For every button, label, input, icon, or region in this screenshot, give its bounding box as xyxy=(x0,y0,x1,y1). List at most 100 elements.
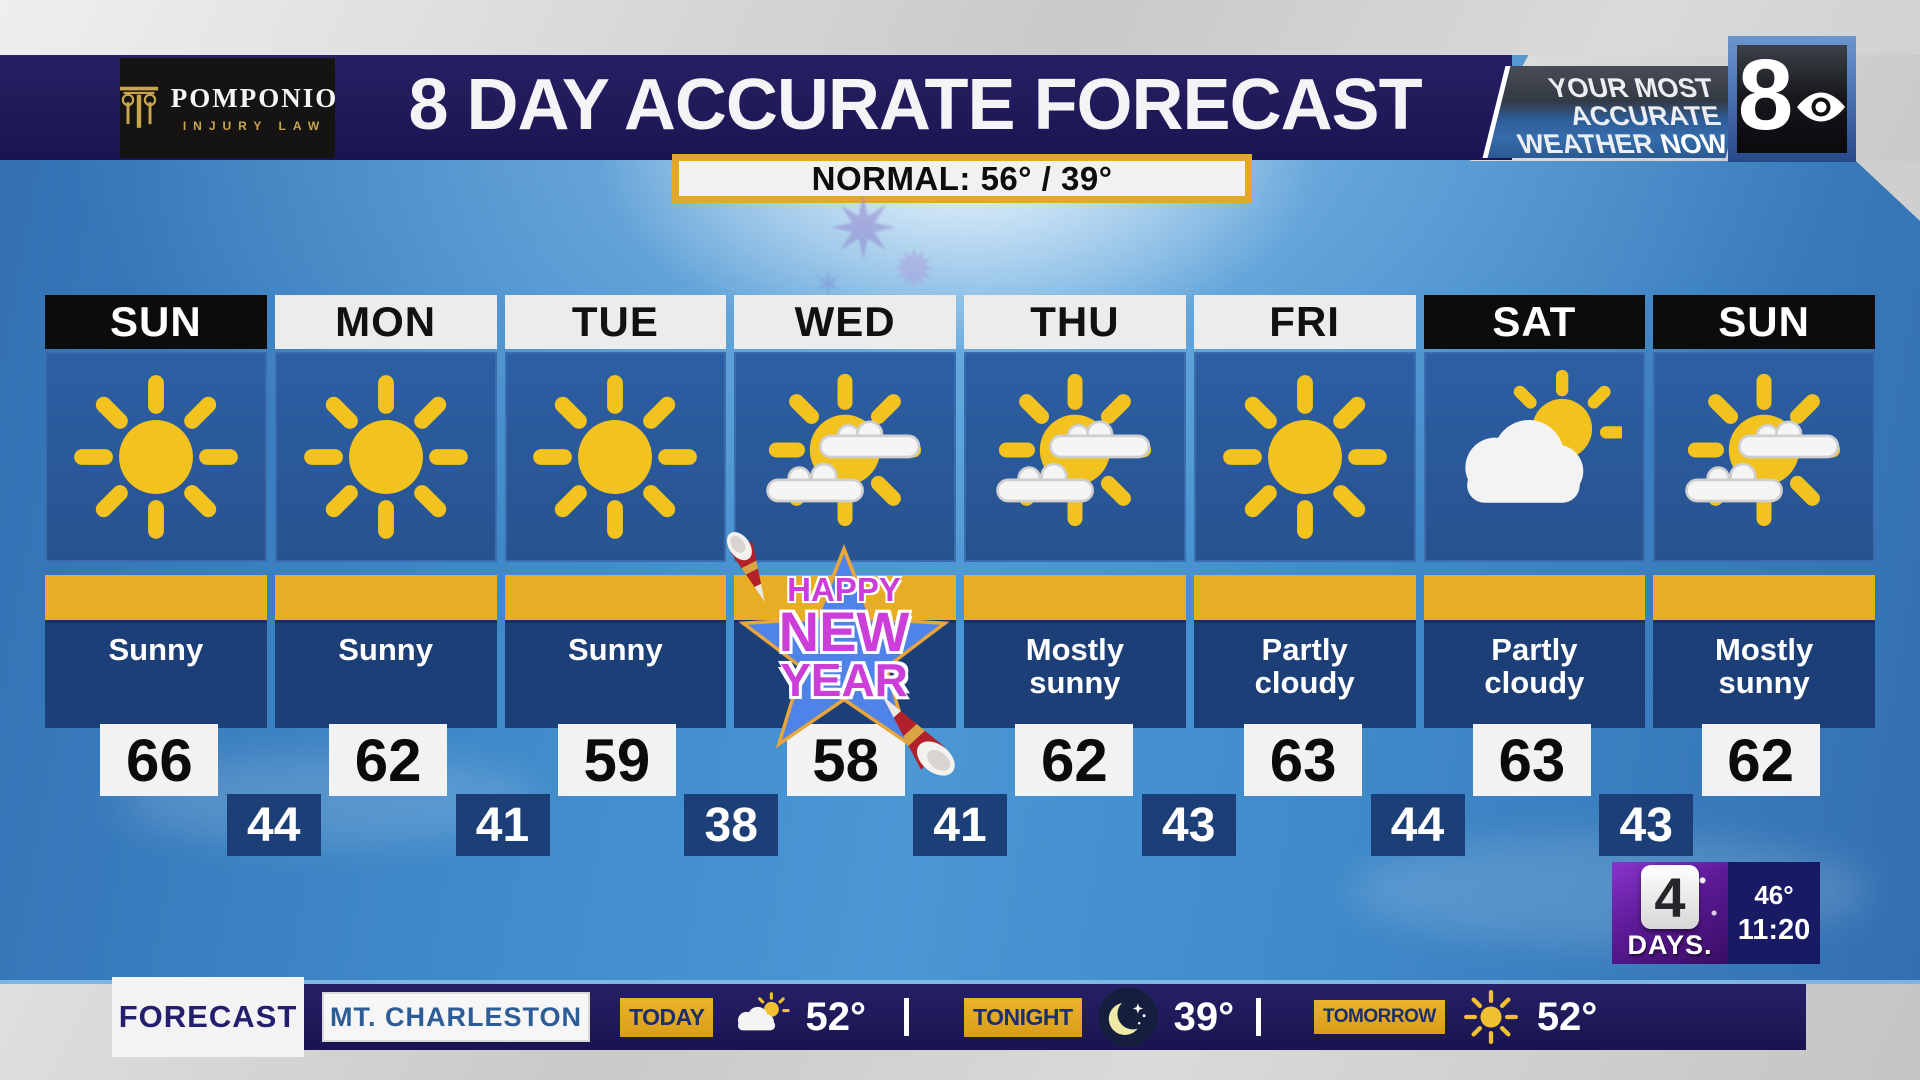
new-year-line-3: YEAR xyxy=(780,653,908,706)
day-label: TUE xyxy=(504,295,727,349)
condition-panel: Sunny xyxy=(504,623,727,728)
gold-bar xyxy=(1423,575,1646,623)
current-temp: 46° xyxy=(1754,879,1794,910)
day-column: SUN Mostly sunny xyxy=(1653,295,1875,728)
station-number: 8 xyxy=(1737,45,1794,151)
condition-panel: Partly cloudy xyxy=(1423,623,1646,728)
new-year-overlay: HAPPY NEW YEAR xyxy=(726,532,955,776)
high-temp: 59 xyxy=(557,724,676,796)
gold-bar xyxy=(274,575,497,623)
gold-bar xyxy=(964,575,1186,623)
day-column: TUE Sunny xyxy=(504,295,727,728)
condition-text: Sunny xyxy=(338,632,433,667)
segment-today: TODAY 52° xyxy=(620,984,866,1050)
divider xyxy=(904,998,909,1036)
high-temp: 62 xyxy=(1015,724,1134,796)
sponsor-name: POMPONIO xyxy=(170,83,339,113)
segment-chip: TOMORROW xyxy=(1314,1000,1445,1034)
sunny-icon xyxy=(527,369,703,545)
condition-panel: Sunny xyxy=(45,623,267,728)
location-label: MT. CHARLESTON xyxy=(322,992,590,1042)
day-label: FRI xyxy=(1193,295,1416,349)
low-temp: 41 xyxy=(913,794,1007,856)
low-temp: 44 xyxy=(226,794,321,856)
lower-third: FORECAST MT. CHARLESTON TODAY 52° TONIGH… xyxy=(0,977,1920,1080)
day-label: SUN xyxy=(1653,295,1875,349)
party-horn-icon xyxy=(882,695,955,776)
gold-bar xyxy=(1193,575,1416,623)
condition-panel: Sunny xyxy=(274,623,497,728)
high-temp: 66 xyxy=(100,724,219,796)
high-temp: 62 xyxy=(329,724,448,796)
day-column: SUN Sunny xyxy=(45,295,267,728)
weather-icon-panel xyxy=(734,352,956,562)
day-column: MON Sunny xyxy=(274,295,497,728)
condition-panel: Mostly sunny xyxy=(964,623,1186,728)
gold-bar xyxy=(504,575,727,623)
normal-banner: NORMAL: 56° / 39° xyxy=(672,154,1252,203)
current-conditions-panel: 46° 11:20 xyxy=(1728,862,1820,964)
moon-icon xyxy=(1097,987,1159,1047)
segment-chip: TONIGHT xyxy=(964,997,1082,1037)
segment-tonight: TONIGHT 39° xyxy=(964,984,1234,1050)
countdown-days-panel: 4 DAYS. xyxy=(1612,862,1728,964)
countdown-box: 4 DAYS. 46° 11:20 xyxy=(1612,862,1820,964)
high-temp: 63 xyxy=(1244,724,1363,796)
weather-icon-panel xyxy=(45,352,267,562)
badge-now: NOW xyxy=(1657,129,1731,160)
mostly-sunny-icon xyxy=(987,369,1163,545)
low-temp: 43 xyxy=(1141,794,1236,856)
low-temp: 38 xyxy=(684,794,779,856)
current-time: 11:20 xyxy=(1737,913,1811,946)
weather-icon-panel xyxy=(1423,352,1646,562)
day-label: SAT xyxy=(1423,295,1646,349)
condition-panel: Partly cloudy xyxy=(1193,623,1416,728)
accuracy-badge-text: YOUR MOST ACCURATE WEATHERNOW xyxy=(1497,73,1731,160)
day-column: FRI Partly cloudy xyxy=(1193,295,1416,728)
countdown-label: DAYS. xyxy=(1627,930,1713,960)
weather-icon-panel xyxy=(1653,352,1875,562)
weather-icon-panel xyxy=(274,352,497,562)
sunny-icon xyxy=(1217,369,1393,545)
new-year-text: HAPPY NEW YEAR xyxy=(736,571,952,706)
sunny-icon xyxy=(68,369,244,545)
sponsor-logo: POMPONIO INJURY LAW xyxy=(119,58,339,158)
day-column: SAT Partly cloudy xyxy=(1423,295,1646,728)
new-year-line-1: HAPPY xyxy=(787,571,901,608)
mostly-sunny-icon xyxy=(757,369,933,545)
page-title: 8 DAY ACCURATE FORECAST xyxy=(408,65,1422,145)
high-temp: 62 xyxy=(1701,724,1820,796)
gold-bar xyxy=(1653,575,1875,623)
segment-temp: 52° xyxy=(805,994,866,1039)
segment-chip: TODAY xyxy=(620,997,714,1037)
day-column: THU Mostly sunny xyxy=(964,295,1186,728)
badge-line-2: ACCURATE xyxy=(1566,101,1724,132)
condition-text: Mostly sunny xyxy=(1715,632,1814,700)
high-temp: 63 xyxy=(1472,724,1591,796)
station-logo: 8 xyxy=(1728,36,1856,162)
segment-temp: 52° xyxy=(1536,994,1598,1039)
weather-icon-panel xyxy=(504,352,727,562)
forecast-grid: SUN Sunny MON Sunny TUE Sunny WED xyxy=(45,295,1875,728)
low-temp: 41 xyxy=(455,794,550,856)
cbs-eye-icon xyxy=(1797,92,1846,122)
badge-line-3: WEATHERNOW xyxy=(1514,129,1731,160)
countdown-number: 4 xyxy=(1641,865,1699,929)
badge-line-1: YOUR MOST xyxy=(1545,73,1717,103)
party-horn-icon xyxy=(726,532,765,602)
day-label: MON xyxy=(274,295,497,349)
sunny-icon xyxy=(298,369,474,545)
segment-tomorrow: TOMORROW 52° xyxy=(1314,984,1597,1050)
day-label: SUN xyxy=(45,295,267,349)
cloud-sun-icon xyxy=(728,989,791,1045)
low-temp: 43 xyxy=(1599,794,1694,856)
day-label: WED xyxy=(734,295,956,349)
weather-icon-panel xyxy=(1193,352,1416,562)
condition-text: Sunny xyxy=(108,632,204,667)
condition-text: Sunny xyxy=(568,632,663,667)
column-icon xyxy=(119,86,158,128)
partly-cloudy-icon xyxy=(1446,369,1627,545)
segment-temp: 39° xyxy=(1173,994,1235,1039)
mostly-sunny-icon xyxy=(1676,369,1852,545)
fireworks-decoration: ✹ xyxy=(892,240,936,300)
